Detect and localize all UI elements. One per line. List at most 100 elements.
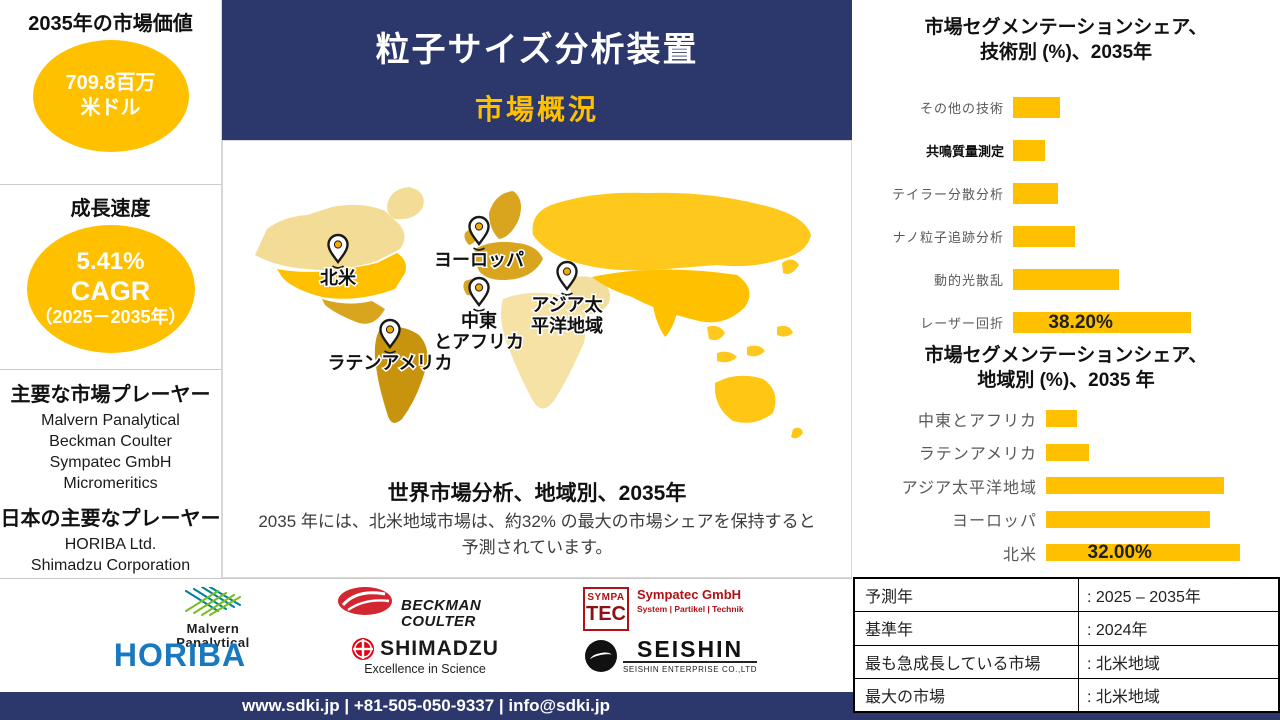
cagr-value: 5.41% <box>76 248 145 276</box>
bar <box>1046 477 1224 495</box>
cagr-period: （2025－2035年） <box>34 306 187 327</box>
table-row-label: 最も急成長している市場 <box>855 645 1079 678</box>
horiba-logo: HORIBA <box>113 637 247 673</box>
table-row: 最大の市場 : 北米地域 <box>855 678 1278 711</box>
company-logos-band: Malvern Panalytical HORIBA BECKMAN COULT… <box>0 578 852 692</box>
market-player: Sympatec GmbH <box>49 454 172 471</box>
growth-rate-title: 成長速度 <box>70 198 151 220</box>
bar-category-label: テイラー分散分析 <box>891 187 1004 202</box>
bar <box>1046 510 1210 528</box>
bar-category-label: その他の技術 <box>919 101 1004 116</box>
bar-category-label: ヨーロッパ <box>951 513 1037 531</box>
key-players-list: Malvern Panalytical Beckman Coulter Sympat… <box>0 410 221 494</box>
bar-category-label: 北米 <box>1002 546 1037 564</box>
map-description: 2035 年には、北米地域市場は、約32% の最大の市場シェアを保持すると予測さ… <box>258 512 816 558</box>
region-chart-title-line1: 市場セグメンテーションシェア、 <box>924 345 1208 366</box>
jp-market-player: HORIBA Ltd. <box>64 536 157 553</box>
market-player: Micromeritics <box>63 475 158 492</box>
map-pin-north-america: 北米 <box>319 233 358 290</box>
market-value-badge: 709.8百万 米ドル <box>32 40 189 152</box>
table-row-value: : 北米地域 <box>1087 688 1160 706</box>
table-row: 予測年: 2025 – 2035年 <box>855 579 1278 613</box>
table-row-value: : 北米地域 <box>1087 655 1160 673</box>
bar <box>1013 269 1119 290</box>
sympatec-box-line2: TEC <box>586 603 626 625</box>
bar-category-label: ラテンアメリカ <box>918 446 1037 464</box>
bar-value-label: 32.00% <box>1087 541 1152 563</box>
market-value-title: 2035年の市場価値 <box>28 13 193 35</box>
seishin-emblem-icon <box>585 639 617 672</box>
bar-category-label: 動的光散乱 <box>933 273 1004 288</box>
shimadzu-emblem-icon <box>352 638 375 660</box>
bar <box>1046 443 1089 461</box>
tech-chart-title-line2: 技術別 (%)、2035年 <box>979 41 1153 63</box>
shimadzu-tagline: Excellence in Science <box>364 662 486 676</box>
map-region-label: とアフリカ <box>434 332 524 352</box>
table-row: 基準年 : 2024年 <box>855 612 1278 646</box>
bar <box>1013 183 1058 204</box>
beckman-word: BECKMAN <box>401 597 482 614</box>
bar <box>1046 410 1077 428</box>
chart-bar-row: ナノ粒子追跡分析 <box>852 215 1280 258</box>
sympatec-name: Sympatec GmbH <box>637 587 742 602</box>
chart-bar-row: その他の技術 <box>852 86 1280 129</box>
map-pin-asia-pacific: アジア太平洋地域 <box>530 260 605 338</box>
tech-chart-title: 市場セグメンテーションシェア、 技術別 (%)、2035年 <box>852 16 1280 65</box>
map-region-label: 北米 <box>320 267 357 288</box>
segmentation-panel: 市場セグメンテーションシェア、 技術別 (%)、2035年 その他の技術共鳴質量… <box>852 0 1280 578</box>
world-map-panel: 北米 ヨーロッパ 中東 とアフリカ アジア太 平洋地域 ラテンアメリカ 世界市場分析、地域別… <box>222 140 852 578</box>
market-player: Beckman Coulter <box>49 433 172 450</box>
market-value-unit: 米ドル <box>80 97 141 119</box>
market-value-section: 2035年の市場価値 709.8百万 米ドル <box>0 7 221 185</box>
chart-bar-row: ヨーロッパ <box>852 503 1280 537</box>
tech-bar-chart: その他の技術共鳴質量測定テイラー分散分析 ナノ粒子追跡分析動的光散乱レーザー回折 3… <box>852 86 1280 344</box>
bar-category-label: 中東とアフリカ <box>917 412 1037 430</box>
region-chart-title-line2: 地域別 (%)、2035 年 <box>977 369 1155 391</box>
bar: 38.20% <box>1013 312 1191 333</box>
bar-category-label: ナノ粒子追跡分析 <box>892 230 1004 245</box>
sympatec-tagline: System | Partikel | Technik <box>637 604 744 614</box>
key-players-section: 主要な市場プレーヤー Malvern Panalytical Beckman Co… <box>0 378 221 600</box>
table-row-label: 最大の市場 <box>855 678 1079 711</box>
growth-rate-badge: 5.41% CAGR （2025－2035年） <box>26 225 195 353</box>
key-players-title: 主要な市場プレーヤー <box>10 384 211 406</box>
chart-bar-row: 中東とアフリカ <box>852 402 1280 436</box>
report-title: 粒子サイズ分析装置 <box>375 31 699 69</box>
sympatec-box-icon: SYMPA TEC <box>583 587 629 631</box>
market-value-amount: 709.8百万 <box>65 72 156 94</box>
footer-contact: www.sdki.jp | +81-505-050-9337 | info@sd… <box>242 696 610 715</box>
bar: 32.00% <box>1046 541 1240 563</box>
continents <box>255 187 811 439</box>
coulter-word: COULTER <box>401 612 476 630</box>
malvern-name-line2: Panalytical <box>176 635 250 651</box>
region-chart-title: 市場セグメンテーションシェア、 地域別 (%)、2035 年 <box>852 344 1280 393</box>
map-pin-middle-east-africa: 中東とアフリカ <box>433 276 526 354</box>
table-row-value: : 2024年 <box>1087 622 1148 640</box>
map-caption: 世界市場分析、地域別、2035年 <box>387 482 687 505</box>
sympatec-box-line1: SYMPA <box>587 592 625 603</box>
map-region-label: 中東 <box>461 310 497 331</box>
shimadzu-logo: SHIMADZU Excellence in Science <box>340 637 510 676</box>
jp-market-player: Shimadzu Corporation <box>30 557 191 574</box>
chart-bar-row: 共鳴質量測定 <box>852 129 1280 172</box>
region-bar-chart: 中東とアフリカ ラテンアメリカアジア太平洋地域ヨーロッパ北米 32.00% <box>852 402 1280 570</box>
sidebar: 2035年の市場価値 709.8百万 米ドル 成長速度 5.41% CAGR （… <box>0 0 222 595</box>
malvern-logo: Malvern Panalytical <box>128 585 298 651</box>
seishin-word: SEISHIN <box>623 637 758 664</box>
market-player: Malvern Panalytical <box>41 412 180 429</box>
bar-value-label: 38.20% <box>1048 311 1113 333</box>
chart-bar-row: 動的光散乱 <box>852 258 1280 301</box>
chart-bar-row: レーザー回折 38.20% <box>852 301 1280 344</box>
beckman-swirl-icon <box>338 587 392 615</box>
bar-category-label: アジア太平洋地域 <box>901 479 1037 497</box>
bar <box>1013 226 1075 247</box>
chart-bar-row: ラテンアメリカ <box>852 436 1280 470</box>
table-row-label: 基準年 <box>855 612 1079 645</box>
seishin-subtitle: SEISHIN ENTERPRISE CO.,LTD <box>623 665 758 675</box>
table-row-value: : 2025 – 2035年 <box>1087 589 1201 607</box>
map-pin-europe: ヨーロッパ <box>433 215 526 272</box>
map-pin-latin-america: ラテンアメリカ <box>326 318 454 375</box>
bar-category-label: レーザー回折 <box>920 316 1004 331</box>
